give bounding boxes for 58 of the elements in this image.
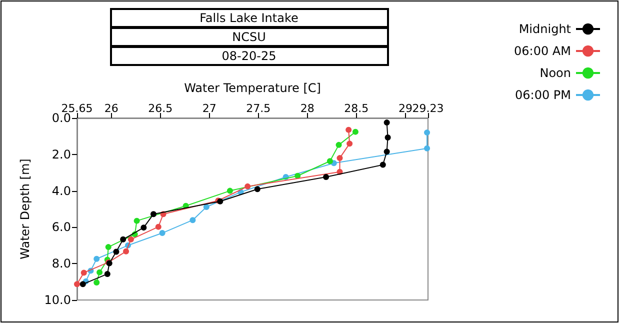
x-axis-title: Water Temperature [C] (184, 81, 321, 95)
point (80, 270, 87, 276)
y-tick-label: 2.0 (52, 147, 71, 162)
legend-label: 06:00 AM (514, 44, 571, 58)
point (94, 280, 100, 286)
point (254, 186, 260, 192)
point (94, 256, 100, 262)
x-tick-label: 26.5 (148, 102, 173, 115)
legend-label: Noon (540, 66, 571, 80)
x-tick-label: 29.23 (412, 102, 444, 115)
point (120, 236, 126, 242)
point (104, 270, 110, 277)
point (105, 244, 112, 250)
point (159, 230, 166, 236)
legend-label: 06:00 PM (515, 88, 571, 102)
point (203, 204, 210, 210)
point (352, 128, 358, 135)
legend-label: Midnight (518, 22, 572, 36)
point (226, 188, 233, 194)
point (346, 126, 352, 133)
point (80, 281, 86, 288)
point (326, 158, 333, 164)
chart-subtitle: NCSU (232, 30, 266, 44)
point (380, 162, 386, 168)
point (113, 248, 120, 255)
point (384, 148, 390, 155)
y-tick-label: 0.0 (52, 111, 71, 125)
point (384, 120, 390, 126)
y-tick-label: 10.0 (44, 293, 71, 307)
point (323, 174, 330, 180)
point (140, 224, 147, 231)
point (336, 142, 342, 148)
x-tick-label: 29 (398, 102, 412, 115)
x-tick-label: 27.5 (246, 102, 271, 115)
point (384, 134, 391, 140)
y-tick-label: 6.0 (52, 220, 71, 234)
x-tick-label: 28.5 (344, 102, 369, 115)
point (123, 248, 130, 254)
point (150, 211, 156, 218)
point (74, 281, 80, 288)
x-tick-label: 26 (104, 102, 118, 115)
x-tick-label: 28 (300, 102, 314, 115)
text: 08-20-25 (222, 49, 276, 63)
point (134, 218, 140, 224)
point (336, 155, 343, 162)
point (96, 269, 103, 276)
x-tick-label: 27 (202, 102, 216, 115)
y-axis-title: Water Depth [m] (18, 158, 32, 260)
point (424, 145, 430, 152)
point (190, 217, 196, 224)
point (424, 130, 430, 136)
y-tick-label: 8.0 (52, 256, 71, 271)
point (346, 140, 353, 147)
point (155, 224, 162, 230)
point (128, 236, 134, 242)
point (244, 183, 251, 190)
chart-title: Falls Lake Intake (200, 11, 298, 25)
y-tick-label: 4.0 (52, 184, 71, 198)
